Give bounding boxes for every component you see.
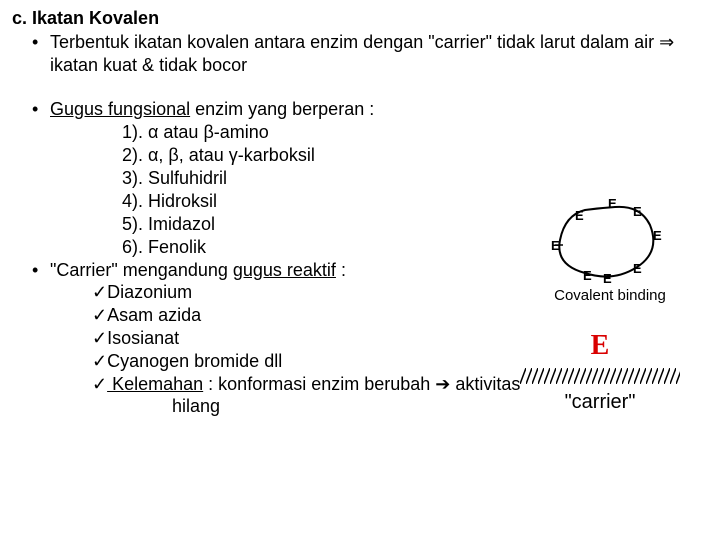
- check-text-5b: : konformasi enzim berubah: [203, 374, 435, 394]
- carrier-diagram: E "carrier": [510, 330, 690, 414]
- diagram-label: Covalent binding: [535, 287, 685, 304]
- arrow-right-icon: ➔: [435, 374, 450, 394]
- covalent-binding-diagram: E E E E E E E E Covalent binding: [535, 195, 685, 304]
- section-heading: c. Ikatan Kovalen: [12, 8, 708, 29]
- bullet-gugus-u1: Gugus fungsional: [50, 99, 190, 119]
- bullet-gugus-suffix: yang berperan :: [243, 99, 374, 119]
- check-text-3: Isosianat: [107, 328, 179, 348]
- blob-svg: E E E E E E E E: [545, 195, 675, 285]
- check-text-5a: Kelemahan: [107, 374, 203, 394]
- bullet-dot: •: [32, 31, 50, 54]
- svg-text:E: E: [633, 204, 642, 219]
- sublist-item-3: 3). Sulfuhidril: [12, 167, 708, 190]
- bullet-gugus: •Gugus fungsional enzim yang berperan :: [12, 98, 708, 121]
- check-text-4: Cyanogen bromide dll: [107, 351, 282, 371]
- check-text-1: Diazonium: [107, 282, 192, 302]
- svg-text:E: E: [653, 228, 662, 243]
- bullet-carrier-underlined: gugus reaktif: [233, 260, 336, 280]
- checkmark-icon: ✓: [92, 374, 107, 394]
- bullet-intro: •Terbentuk ikatan kovalen antara enzim d…: [12, 31, 708, 76]
- bullet-gugus-mid: enzim: [190, 99, 243, 119]
- svg-text:E: E: [608, 196, 617, 211]
- sublist-item-1: 1). α atau β-amino: [12, 121, 708, 144]
- bullet-intro-text: Terbentuk ikatan kovalen antara enzim de…: [50, 32, 674, 75]
- checkmark-icon: ✓: [92, 305, 107, 325]
- bullet-dot: •: [32, 259, 50, 282]
- svg-text:E: E: [633, 261, 642, 276]
- hatch-pattern: [520, 368, 680, 384]
- big-e-label: E: [510, 330, 690, 362]
- svg-text:E: E: [583, 268, 592, 283]
- check-item-2: ✓Asam azida: [12, 304, 708, 327]
- check-text-2: Asam azida: [107, 305, 201, 325]
- bullet-carrier-prefix: "Carrier" mengandung: [50, 260, 233, 280]
- bullet-dot: •: [32, 98, 50, 121]
- sublist-item-2: 2). α, β, atau γ-karboksil: [12, 144, 708, 167]
- checkmark-icon: ✓: [92, 328, 107, 348]
- svg-text:E: E: [575, 208, 584, 223]
- bullet-carrier-suffix: :: [336, 260, 346, 280]
- checkmark-icon: ✓: [92, 351, 107, 371]
- svg-text:E: E: [603, 271, 612, 285]
- carrier-label: "carrier": [510, 391, 690, 414]
- checkmark-icon: ✓: [92, 282, 107, 302]
